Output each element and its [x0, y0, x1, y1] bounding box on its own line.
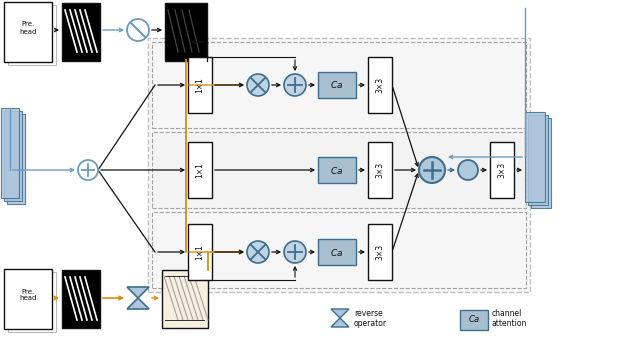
FancyBboxPatch shape: [188, 57, 212, 113]
FancyBboxPatch shape: [531, 118, 551, 208]
FancyBboxPatch shape: [188, 142, 212, 198]
FancyBboxPatch shape: [4, 2, 52, 62]
FancyBboxPatch shape: [368, 142, 392, 198]
Polygon shape: [127, 287, 149, 298]
Text: 3×3: 3×3: [376, 77, 385, 93]
FancyBboxPatch shape: [318, 157, 356, 183]
FancyBboxPatch shape: [8, 272, 56, 332]
FancyBboxPatch shape: [368, 57, 392, 113]
FancyBboxPatch shape: [318, 239, 356, 265]
Text: 3×3: 3×3: [497, 162, 506, 178]
FancyBboxPatch shape: [460, 310, 488, 330]
Text: reverse: reverse: [354, 309, 383, 318]
Ellipse shape: [78, 160, 98, 180]
FancyBboxPatch shape: [165, 3, 207, 61]
Text: $Ca$: $Ca$: [330, 165, 344, 176]
Ellipse shape: [284, 74, 306, 96]
FancyBboxPatch shape: [1, 108, 19, 198]
Text: $Ca$: $Ca$: [330, 79, 344, 90]
Text: $Ca$: $Ca$: [468, 314, 480, 325]
Text: channel: channel: [492, 309, 522, 318]
FancyBboxPatch shape: [7, 114, 25, 204]
Polygon shape: [331, 309, 349, 318]
Text: 1×1: 1×1: [195, 77, 205, 93]
Text: 3×3: 3×3: [376, 244, 385, 260]
Text: attention: attention: [492, 318, 527, 327]
FancyBboxPatch shape: [8, 5, 56, 65]
FancyBboxPatch shape: [4, 111, 22, 201]
FancyBboxPatch shape: [152, 42, 526, 128]
FancyBboxPatch shape: [62, 270, 100, 328]
FancyBboxPatch shape: [62, 3, 100, 61]
FancyBboxPatch shape: [318, 72, 356, 98]
FancyBboxPatch shape: [162, 270, 208, 328]
Ellipse shape: [284, 241, 306, 263]
FancyBboxPatch shape: [490, 142, 514, 198]
Ellipse shape: [458, 160, 478, 180]
Text: 1×1: 1×1: [195, 244, 205, 260]
FancyBboxPatch shape: [4, 269, 52, 329]
Ellipse shape: [419, 157, 445, 183]
Polygon shape: [331, 318, 349, 327]
FancyBboxPatch shape: [152, 212, 526, 288]
Ellipse shape: [247, 74, 269, 96]
Polygon shape: [127, 298, 149, 309]
Ellipse shape: [127, 19, 149, 41]
FancyBboxPatch shape: [152, 132, 526, 208]
Text: 1×1: 1×1: [195, 162, 205, 178]
Text: operator: operator: [354, 318, 387, 327]
Text: 3×3: 3×3: [376, 162, 385, 178]
Text: $Ca$: $Ca$: [330, 246, 344, 257]
FancyBboxPatch shape: [528, 115, 548, 205]
FancyBboxPatch shape: [148, 38, 530, 292]
Text: Pre.
head: Pre. head: [19, 288, 36, 302]
FancyBboxPatch shape: [368, 224, 392, 280]
Ellipse shape: [247, 241, 269, 263]
Text: Pre.
head: Pre. head: [19, 21, 36, 34]
FancyBboxPatch shape: [525, 112, 545, 202]
FancyBboxPatch shape: [188, 224, 212, 280]
